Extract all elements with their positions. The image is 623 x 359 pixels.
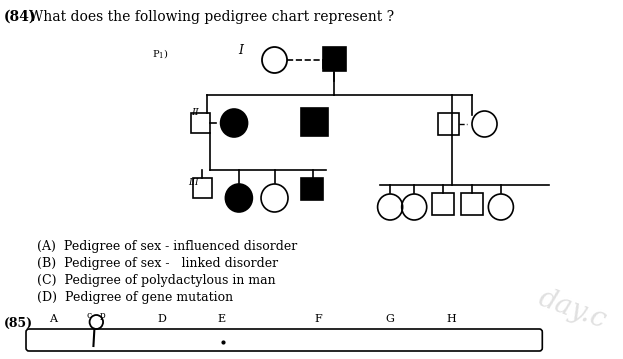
Text: day.c: day.c	[535, 285, 610, 335]
Text: E: E	[217, 314, 226, 324]
Circle shape	[226, 184, 252, 212]
Text: (85): (85)	[4, 317, 33, 330]
Text: (84): (84)	[4, 10, 36, 24]
Text: I: I	[238, 44, 243, 57]
Bar	[193, 178, 212, 198]
Text: (D)  Pedigree of gene mutation: (D) Pedigree of gene mutation	[37, 291, 233, 304]
Text: What does the following pedigree chart represent ?: What does the following pedigree chart r…	[29, 10, 394, 24]
Bar	[302, 178, 323, 200]
FancyBboxPatch shape	[26, 329, 542, 351]
Text: (B)  Pedigree of sex -   linked disorder: (B) Pedigree of sex - linked disorder	[37, 257, 278, 270]
Text: II: II	[191, 108, 199, 117]
Text: G: G	[386, 314, 394, 324]
Circle shape	[221, 109, 247, 137]
Bar	[438, 113, 460, 135]
Bar	[300, 108, 328, 136]
Text: $\mathregular{P_1}$): $\mathregular{P_1}$)	[152, 47, 169, 60]
Text: III: III	[188, 178, 198, 187]
Text: H: H	[446, 314, 455, 324]
Bar	[432, 193, 454, 215]
Bar	[323, 47, 346, 71]
Text: (A)  Pedigree of sex - influenced disorder: (A) Pedigree of sex - influenced disorde…	[37, 240, 297, 253]
Text: D: D	[158, 314, 166, 324]
Text: A: A	[49, 314, 57, 324]
Bar	[191, 113, 210, 133]
Text: F: F	[314, 314, 321, 324]
Bar	[462, 193, 483, 215]
Text: p: p	[100, 311, 106, 320]
Text: (C)  Pedigree of polydactylous in man: (C) Pedigree of polydactylous in man	[37, 274, 275, 287]
Text: c: c	[87, 311, 92, 320]
